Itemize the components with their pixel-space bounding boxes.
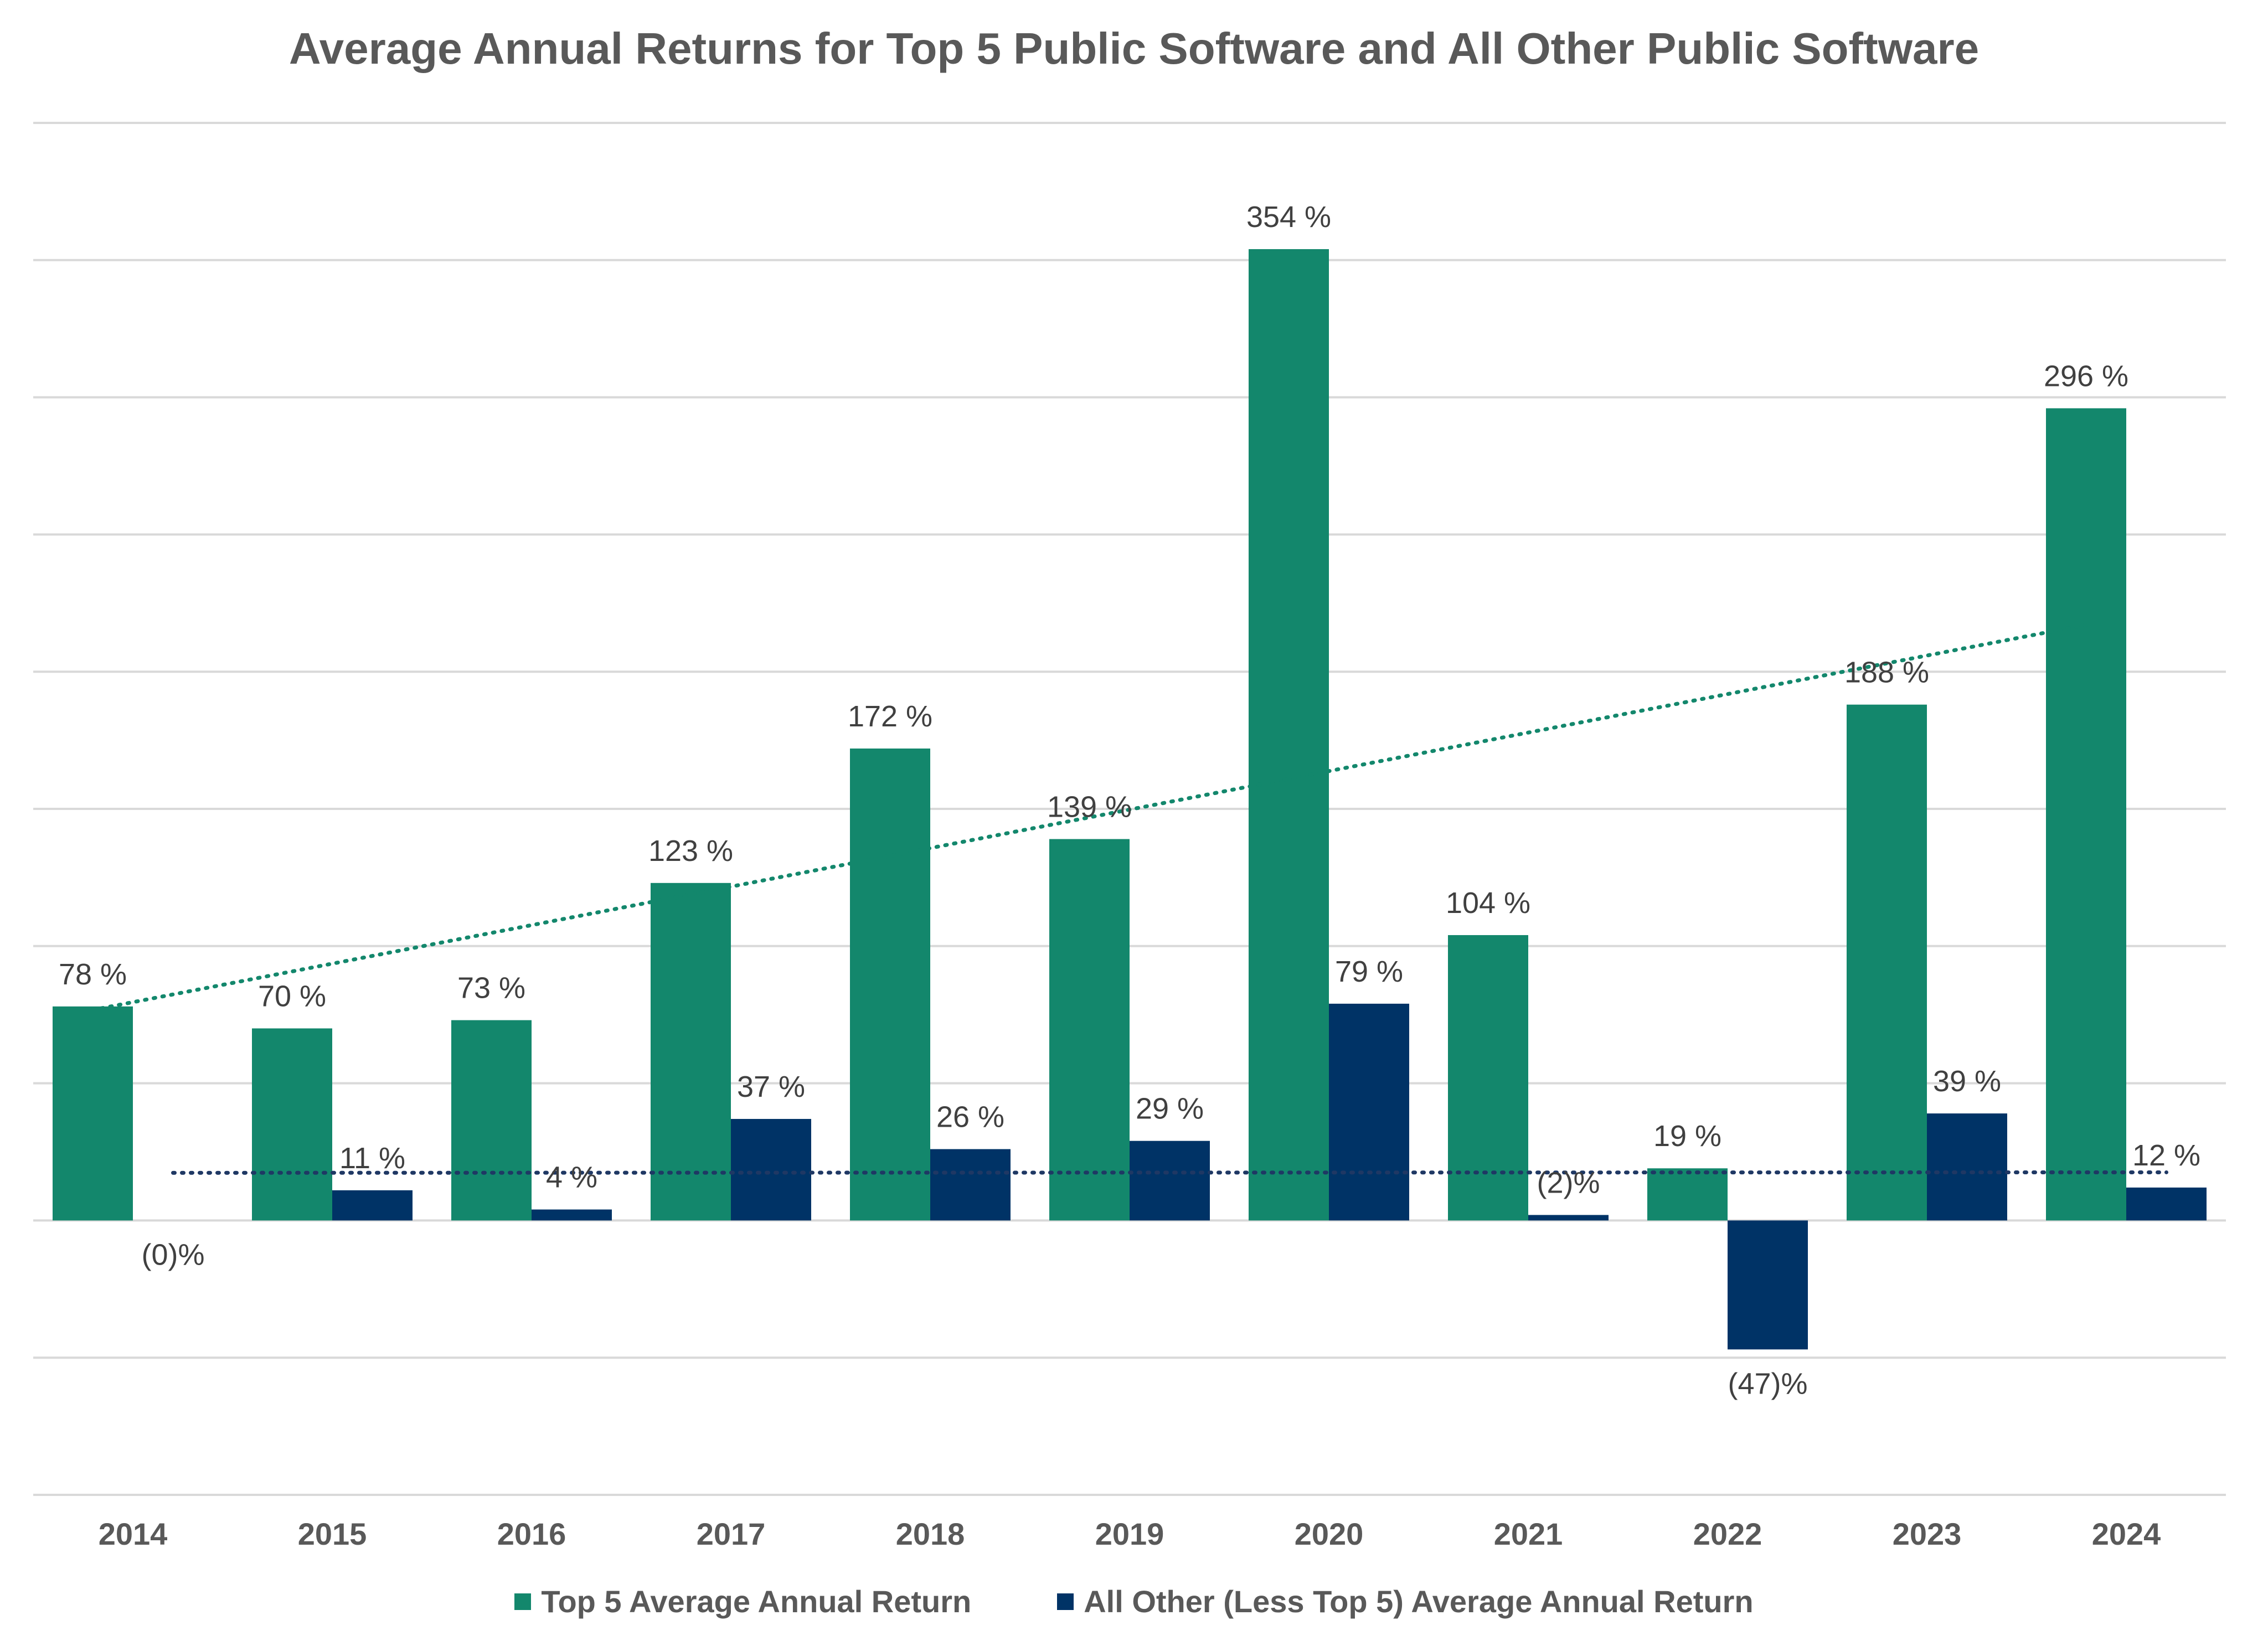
bar-top5: [1249, 249, 1329, 1221]
trendline-top5: [91, 622, 2088, 1012]
data-label-all-other: 12 %: [2132, 1139, 2200, 1172]
trendlines: [91, 622, 2168, 1175]
data-label-all-other: 29 %: [1136, 1092, 1204, 1126]
data-label-all-other: 11 %: [339, 1142, 405, 1175]
data-label-all-other: 79 %: [1335, 955, 1403, 988]
bar-top5: [53, 1006, 133, 1221]
x-tick-label: 2023: [1893, 1516, 1962, 1551]
data-labels: 78 % (0)% 70 % 11 % 73 % 4 % 123 % 37 % 172 % 26 …: [59, 200, 2200, 1400]
data-label-top5: 123 %: [648, 834, 733, 868]
x-axis-tick-labels: 2014 2015 2016 2017 2018 2019 2020 2021 2022 2023…: [99, 1516, 2161, 1551]
x-tick-label: 2018: [896, 1516, 965, 1551]
bar-top5: [2046, 408, 2126, 1221]
legend-swatch-top5: [514, 1593, 532, 1610]
bar-all-other: [2126, 1187, 2207, 1221]
x-tick-label: 2014: [99, 1516, 168, 1551]
data-label-all-other: 4 %: [546, 1161, 597, 1194]
bar-top5: [252, 1028, 332, 1221]
x-tick-label: 2015: [298, 1516, 367, 1551]
chart-title: Average Annual Returns for Top 5 Public …: [288, 24, 1980, 73]
data-label-all-other: 26 %: [936, 1101, 1004, 1134]
data-label-top5: 139 %: [1047, 791, 1132, 824]
data-label-top5: 172 %: [848, 700, 932, 733]
bar-all-other: [1130, 1141, 1210, 1221]
data-label-all-other: (0)%: [141, 1238, 204, 1271]
bar-all-other: [332, 1190, 413, 1221]
data-label-top5: 296 %: [2044, 359, 2128, 393]
legend-item-all-other[interactable]: All Other (Less Top 5) Average Annual Re…: [1057, 1583, 1754, 1619]
x-tick-label: 2017: [697, 1516, 766, 1551]
x-tick-label: 2024: [2092, 1516, 2161, 1551]
legend: Top 5 Average Annual Return All Other (L…: [0, 1583, 2268, 1619]
bar-all-other: [731, 1119, 811, 1221]
bar-top5: [451, 1020, 532, 1221]
data-label-all-other: 37 %: [737, 1070, 805, 1103]
bar-top5: [1049, 839, 1130, 1221]
data-label-top5: 73 %: [457, 972, 525, 1005]
data-label-top5: 78 %: [59, 958, 127, 991]
bar-top5: [850, 748, 930, 1221]
x-tick-label: 2021: [1494, 1516, 1563, 1551]
x-tick-label: 2020: [1295, 1516, 1364, 1551]
legend-label-all-other: All Other (Less Top 5) Average Annual Re…: [1084, 1584, 1754, 1619]
bar-top5: [1448, 935, 1528, 1221]
bar-top5: [651, 883, 731, 1221]
bar-all-other: [1927, 1113, 2007, 1221]
bars: [53, 249, 2207, 1350]
x-tick-label: 2022: [1693, 1516, 1762, 1551]
legend-item-top5[interactable]: Top 5 Average Annual Return: [514, 1583, 971, 1619]
bar-top5: [1847, 704, 1927, 1221]
bar-all-other: [532, 1209, 612, 1221]
data-label-top5: 19 %: [1653, 1119, 1721, 1153]
data-label-all-other: 39 %: [1933, 1065, 2001, 1098]
data-label-top5: 70 %: [258, 979, 326, 1013]
bar-all-other: [1528, 1215, 1609, 1221]
bar-all-other: [1728, 1220, 1808, 1350]
data-label-all-other: (47)%: [1728, 1367, 1807, 1400]
data-label-top5: 188 %: [1844, 656, 1929, 689]
data-label-top5: 354 %: [1246, 200, 1331, 234]
data-label-top5: 104 %: [1446, 886, 1530, 920]
x-tick-label: 2019: [1095, 1516, 1164, 1551]
data-label-all-other: (2)%: [1537, 1166, 1600, 1199]
legend-label-top5: Top 5 Average Annual Return: [541, 1584, 972, 1619]
legend-swatch-all-other: [1057, 1593, 1074, 1610]
bar-all-other: [1329, 1003, 1409, 1221]
bar-top5: [1647, 1168, 1728, 1221]
bar-all-other: [930, 1149, 1011, 1221]
x-tick-label: 2016: [497, 1516, 566, 1551]
